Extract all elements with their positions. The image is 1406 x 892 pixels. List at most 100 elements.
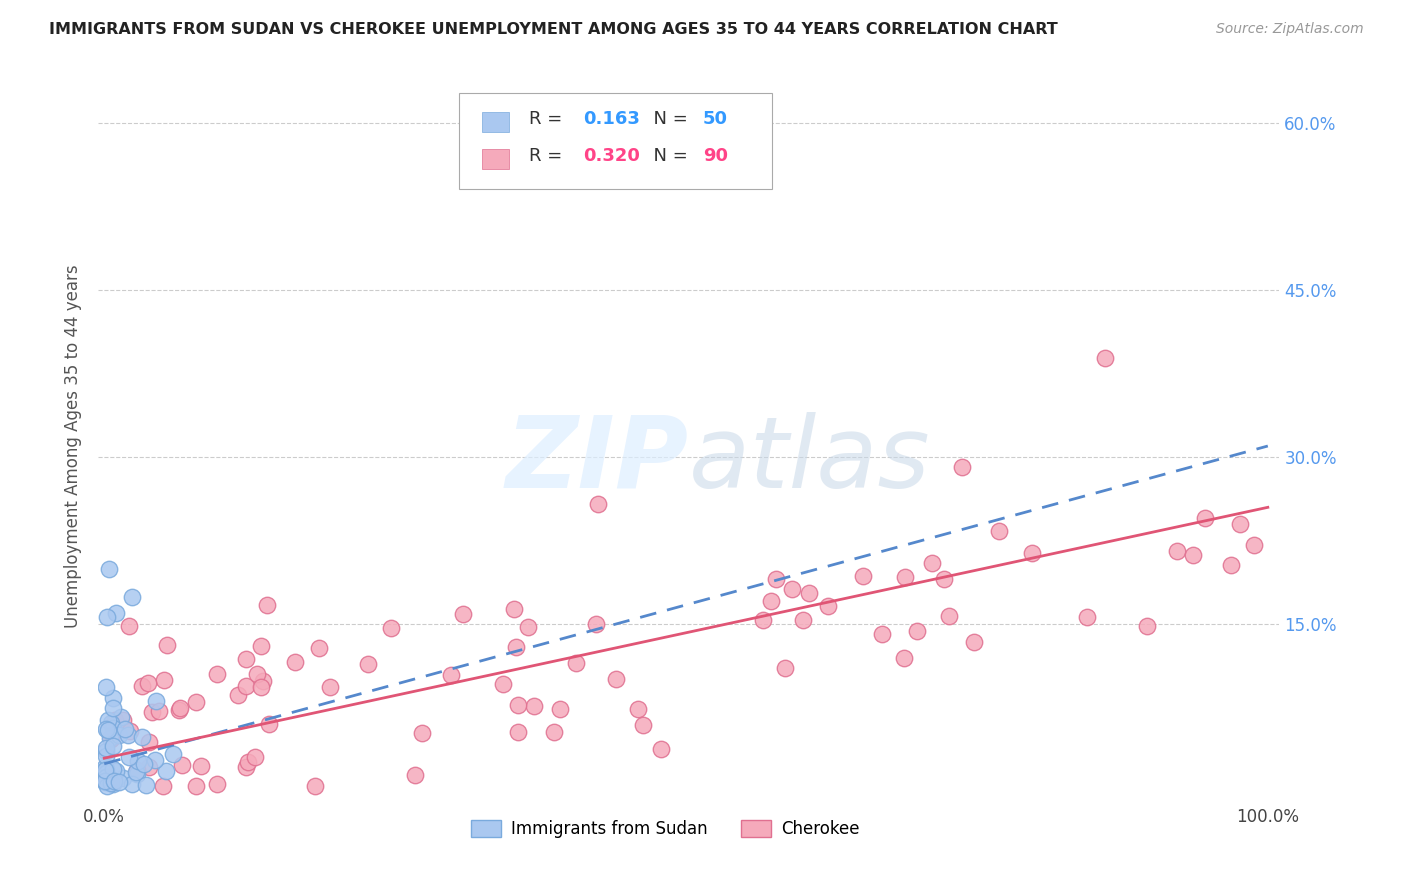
Point: [107, 728, 129, 742]
Point: [152, 779, 174, 793]
Point: [96, 722, 118, 736]
Text: 50: 50: [703, 111, 728, 128]
Point: [246, 667, 269, 681]
Point: [94, 766, 117, 780]
Point: [155, 764, 177, 778]
Point: [143, 752, 166, 766]
Point: [759, 594, 782, 608]
Point: [94, 680, 117, 694]
Point: [124, 764, 146, 779]
Point: [169, 703, 191, 717]
Point: [226, 688, 249, 702]
Point: [138, 735, 160, 749]
Point: [817, 599, 839, 613]
Text: 0.163: 0.163: [582, 111, 640, 128]
Point: [101, 701, 124, 715]
Point: [101, 691, 124, 706]
Point: [108, 774, 131, 789]
Point: [104, 713, 127, 727]
Text: atlas: atlas: [689, 412, 931, 508]
Point: [852, 569, 875, 583]
Point: [94, 764, 117, 778]
Point: [1219, 558, 1241, 572]
Point: [508, 725, 530, 739]
Point: [186, 695, 208, 709]
Point: [100, 732, 122, 747]
Point: [921, 556, 943, 570]
Point: [121, 776, 143, 790]
Point: [117, 728, 139, 742]
Point: [752, 613, 775, 627]
Point: [988, 524, 1011, 539]
Point: [588, 497, 610, 511]
Point: [98, 776, 121, 790]
Point: [96, 779, 118, 793]
Point: [1229, 516, 1251, 531]
Point: [797, 585, 820, 599]
Point: [114, 722, 136, 736]
Point: [1243, 538, 1265, 552]
Point: [145, 694, 167, 708]
Point: [780, 582, 803, 596]
Point: [550, 702, 572, 716]
Point: [141, 705, 163, 719]
Point: [100, 715, 122, 730]
Point: [136, 675, 159, 690]
Point: [765, 572, 787, 586]
Point: [249, 639, 271, 653]
Point: [605, 672, 627, 686]
Point: [94, 775, 117, 789]
Text: N =: N =: [641, 111, 693, 128]
Text: 90: 90: [703, 147, 728, 165]
Point: [97, 773, 120, 788]
Point: [506, 698, 529, 712]
Point: [205, 777, 228, 791]
Point: [440, 668, 463, 682]
Point: [950, 460, 973, 475]
Point: [127, 754, 149, 768]
Point: [894, 570, 917, 584]
FancyBboxPatch shape: [482, 112, 509, 132]
Point: [101, 722, 124, 736]
Point: [127, 764, 149, 778]
FancyBboxPatch shape: [458, 93, 772, 189]
Point: [380, 622, 402, 636]
Point: [120, 723, 142, 738]
Point: [148, 704, 170, 718]
Point: [257, 716, 280, 731]
Point: [905, 624, 928, 638]
Point: [404, 768, 426, 782]
Point: [938, 608, 960, 623]
Point: [1094, 351, 1116, 365]
Point: [523, 698, 546, 713]
Point: [101, 739, 124, 754]
Text: 0.320: 0.320: [582, 147, 640, 165]
Point: [1076, 609, 1098, 624]
Point: [190, 759, 212, 773]
Point: [631, 718, 654, 732]
Point: [250, 681, 273, 695]
Point: [98, 731, 121, 746]
Point: [236, 755, 259, 769]
Point: [963, 635, 986, 649]
Point: [94, 760, 117, 774]
Point: [256, 599, 278, 613]
Text: ZIP: ZIP: [506, 412, 689, 508]
Point: [451, 607, 474, 621]
Point: [131, 731, 153, 745]
Point: [516, 620, 538, 634]
Point: [775, 661, 797, 675]
Point: [94, 743, 117, 757]
Point: [318, 680, 340, 694]
Point: [792, 613, 814, 627]
Point: [97, 723, 120, 738]
Legend: Immigrants from Sudan, Cherokee: Immigrants from Sudan, Cherokee: [464, 813, 866, 845]
Point: [112, 713, 135, 727]
Point: [94, 771, 117, 785]
Point: [94, 748, 117, 763]
Point: [105, 607, 128, 621]
Point: [304, 779, 326, 793]
Point: [252, 673, 274, 688]
Point: [96, 762, 118, 776]
Point: [502, 602, 524, 616]
